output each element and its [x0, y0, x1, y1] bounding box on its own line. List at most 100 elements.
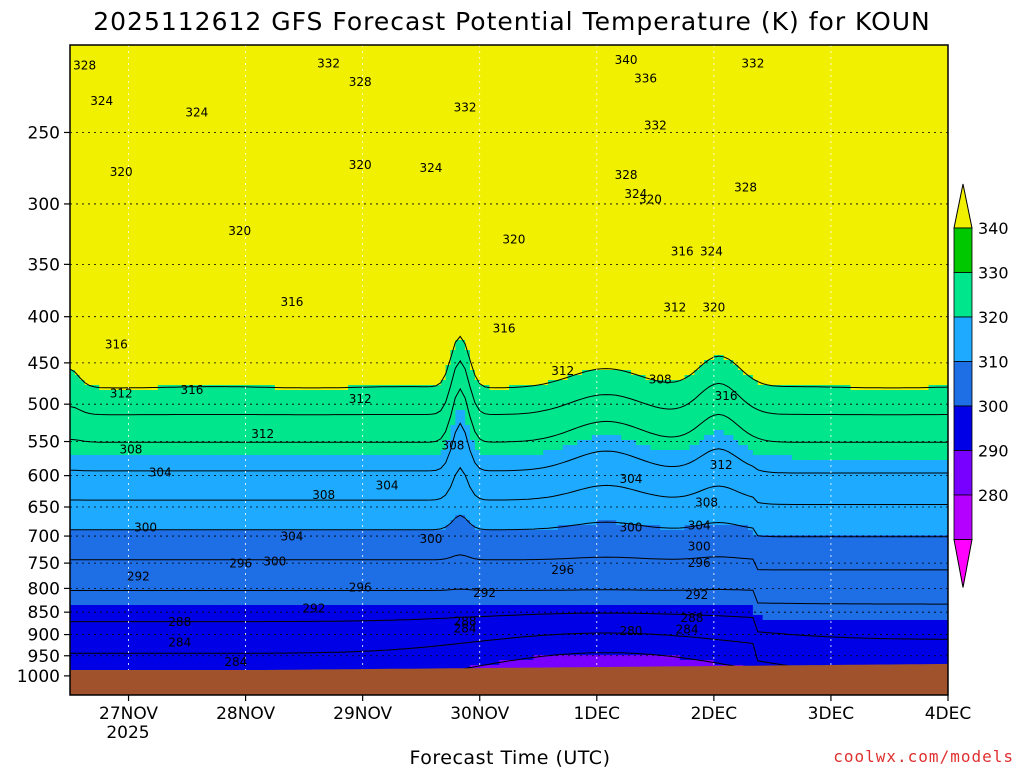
field-cell	[167, 555, 174, 561]
field-cell	[226, 505, 232, 511]
field-cell	[216, 305, 222, 311]
field-cell	[104, 645, 110, 651]
field-cell	[206, 480, 213, 486]
field-cell	[196, 100, 203, 106]
field-cell	[138, 600, 144, 606]
field-cell	[143, 220, 149, 226]
field-cell	[187, 185, 193, 191]
field-cell	[109, 660, 115, 666]
field-cell	[109, 85, 115, 91]
field-cell	[133, 295, 139, 301]
field-cell	[152, 225, 159, 231]
field-cell	[94, 155, 100, 161]
field-cell	[177, 70, 183, 76]
field-cell	[143, 550, 149, 556]
field-cell	[235, 455, 242, 461]
field-cell	[138, 420, 144, 426]
field-cell	[89, 625, 95, 631]
field-cell	[152, 370, 159, 376]
field-cell	[250, 625, 256, 631]
field-cell	[230, 375, 237, 381]
field-cell	[143, 600, 149, 606]
field-cell	[226, 575, 232, 581]
field-cell	[138, 460, 144, 466]
field-cell	[230, 595, 237, 601]
field-cell	[94, 385, 100, 391]
field-cell	[226, 325, 232, 331]
field-cell	[216, 180, 222, 186]
field-cell	[94, 180, 100, 186]
field-cell	[152, 485, 159, 491]
field-cell	[255, 160, 261, 166]
field-cell	[191, 300, 198, 306]
field-cell	[148, 610, 154, 616]
field-cell	[226, 410, 232, 416]
field-cell	[138, 615, 144, 621]
field-cell	[148, 470, 154, 476]
field-cell	[128, 365, 135, 371]
field-cell	[167, 580, 174, 586]
field-cell	[177, 575, 183, 581]
field-cell	[118, 260, 125, 266]
field-cell	[157, 50, 164, 56]
field-cell	[79, 50, 86, 56]
field-cell	[79, 65, 86, 71]
field-cell	[94, 240, 100, 246]
field-cell	[133, 635, 139, 641]
field-cell	[187, 350, 193, 356]
field-cell	[216, 300, 222, 306]
field-cell	[187, 205, 193, 211]
field-cell	[128, 665, 135, 671]
field-cell	[162, 475, 169, 481]
chart-title: 2025112612 GFS Forecast Potential Temper…	[93, 7, 931, 36]
field-cell	[250, 610, 256, 616]
field-cell	[201, 625, 208, 631]
field-cell	[162, 405, 169, 411]
field-cell	[226, 620, 232, 626]
field-cell	[235, 290, 242, 296]
field-cell	[221, 90, 227, 96]
field-cell	[143, 75, 149, 81]
field-cell	[167, 190, 174, 196]
field-cell	[191, 215, 198, 221]
field-cell	[118, 415, 125, 421]
field-cell	[230, 475, 237, 481]
field-cell	[206, 80, 213, 86]
field-cell	[196, 70, 203, 76]
field-cell	[201, 395, 208, 401]
field-cell	[152, 265, 159, 271]
field-cell	[113, 640, 120, 646]
field-cell	[167, 85, 174, 91]
field-cell	[250, 110, 256, 116]
field-cell	[250, 125, 256, 131]
field-cell	[226, 370, 232, 376]
field-cell	[113, 70, 120, 76]
field-cell	[201, 410, 208, 416]
field-cell	[167, 410, 174, 416]
field-cell	[123, 195, 130, 201]
field-cell	[206, 625, 213, 631]
field-cell	[94, 305, 100, 311]
field-cell	[89, 285, 95, 291]
field-cell	[221, 210, 227, 216]
field-cell	[226, 490, 232, 496]
field-cell	[143, 575, 149, 581]
field-cell	[162, 515, 169, 521]
field-cell	[104, 660, 110, 666]
field-cell	[226, 555, 232, 561]
field-cell	[157, 630, 164, 636]
field-cell	[245, 525, 252, 531]
field-cell	[206, 305, 213, 311]
field-cell	[143, 570, 149, 576]
field-cell	[240, 630, 247, 636]
field-cell	[235, 225, 242, 231]
field-cell	[152, 70, 159, 76]
field-cell	[240, 340, 247, 346]
field-cell	[191, 305, 198, 311]
field-cell	[191, 150, 198, 156]
field-cell	[104, 420, 110, 426]
field-cell	[84, 200, 91, 206]
field-cell	[187, 530, 193, 536]
field-cell	[128, 120, 135, 126]
field-cell	[206, 225, 213, 231]
